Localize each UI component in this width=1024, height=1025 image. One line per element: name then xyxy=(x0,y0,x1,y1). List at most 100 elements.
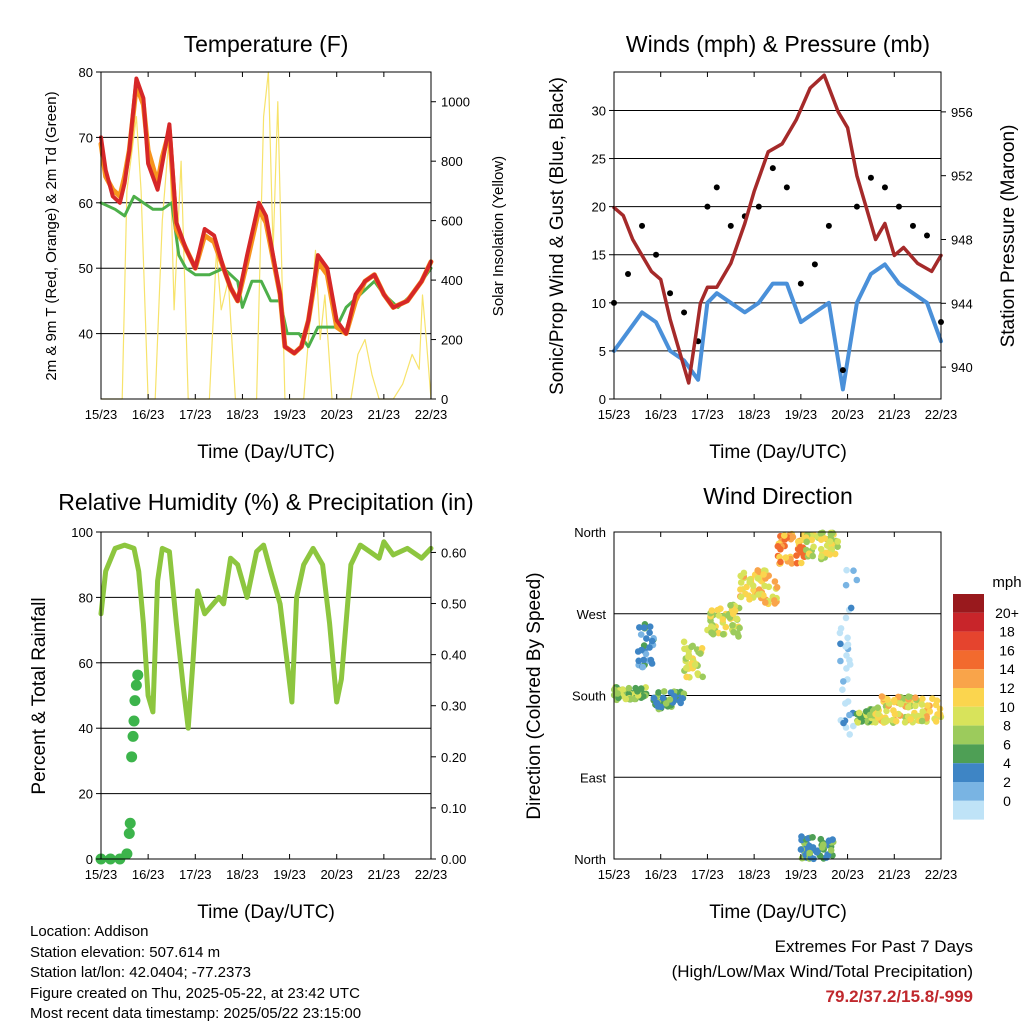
x-tick-label: 15/23 xyxy=(85,867,118,882)
direction-point xyxy=(813,849,821,856)
solar-series xyxy=(100,71,432,400)
gust-point xyxy=(895,203,902,210)
y-tick-label: 50 xyxy=(79,261,93,276)
gust-point xyxy=(625,270,632,277)
legend-label: 16 xyxy=(999,642,1015,658)
wind-direction-title: Wind Direction xyxy=(703,483,853,509)
wind-direction-plot-frame xyxy=(613,531,942,860)
direction-point xyxy=(798,833,805,840)
direction-point xyxy=(834,538,842,545)
direction-point xyxy=(850,567,857,574)
legend-label: 2 xyxy=(1003,774,1011,790)
x-tick-label: 22/23 xyxy=(925,407,958,422)
direction-point xyxy=(919,695,926,703)
direction-point xyxy=(683,664,690,672)
speed-legend-title: mph xyxy=(992,574,1021,591)
y-tick-label: 10 xyxy=(592,296,606,311)
direction-point xyxy=(872,719,879,726)
x-tick-label: 17/23 xyxy=(691,407,724,422)
direction-point xyxy=(731,607,739,615)
direction-point xyxy=(853,576,861,584)
x-tick-label: 19/23 xyxy=(785,407,818,422)
legend-swatch xyxy=(953,800,984,820)
direction-point xyxy=(817,536,825,543)
direction-point xyxy=(839,686,846,693)
x-tick-label: 20/23 xyxy=(831,867,864,882)
direction-point xyxy=(840,678,847,685)
direction-point xyxy=(826,538,834,545)
legend-swatch xyxy=(953,782,984,801)
direction-point xyxy=(901,719,909,726)
y-tick-label: 80 xyxy=(79,65,93,80)
y-tick-label: 30 xyxy=(592,103,606,118)
direction-point xyxy=(717,605,724,612)
x-tick-label: 19/23 xyxy=(273,867,306,882)
legend-swatch xyxy=(953,763,984,782)
legend-swatch xyxy=(953,669,984,688)
y-tick-label: 20 xyxy=(592,200,606,215)
gust-point xyxy=(713,184,720,191)
direction-point xyxy=(646,644,653,651)
gust-point xyxy=(755,203,762,210)
direction-point xyxy=(846,656,853,664)
direction-point xyxy=(659,694,667,702)
direction-point xyxy=(679,695,686,702)
direction-point xyxy=(890,696,898,704)
x-tick-label: 18/23 xyxy=(226,867,259,882)
direction-point xyxy=(918,701,926,708)
direction-point xyxy=(771,597,778,604)
legend-swatch xyxy=(953,744,984,764)
direction-point xyxy=(646,623,654,630)
y-tick-label: 60 xyxy=(79,656,93,671)
x-tick-label: 18/23 xyxy=(738,407,771,422)
direction-point xyxy=(843,652,850,659)
direction-point xyxy=(936,711,944,718)
direction-point xyxy=(842,581,850,589)
gust-point xyxy=(769,165,776,172)
y2-tick-label: 0 xyxy=(441,392,448,407)
direction-point xyxy=(826,551,834,558)
direction-point xyxy=(662,700,670,707)
rh-series xyxy=(98,539,434,731)
direction-point xyxy=(737,579,745,586)
gust-point xyxy=(867,174,874,181)
winds-ylabel: Sonic/Prop Wind & Gust (Blue, Black) xyxy=(547,77,568,395)
y-tick-label: 20 xyxy=(79,787,93,802)
recent-timestamp: Most recent data timestamp: 2025/05/22 2… xyxy=(30,1005,362,1022)
direction-point xyxy=(638,646,645,654)
x-tick-label: 22/23 xyxy=(925,867,958,882)
direction-point xyxy=(924,702,931,709)
winds-plot-frame xyxy=(613,71,942,400)
legend-label: 0 xyxy=(1003,793,1011,809)
x-tick-label: 21/23 xyxy=(368,407,401,422)
legend-swatch xyxy=(953,706,984,726)
direction-point xyxy=(740,569,748,577)
figure-created: Figure created on Thu, 2025-05-22, at 23… xyxy=(30,984,360,1002)
direction-point xyxy=(847,604,855,612)
precip-point xyxy=(123,827,135,839)
direction-tick-label: North xyxy=(574,525,606,540)
direction-point xyxy=(907,716,914,723)
direction-point xyxy=(719,616,727,623)
direction-point xyxy=(637,631,645,638)
x-tick-label: 20/23 xyxy=(320,867,353,882)
direction-point xyxy=(793,552,800,559)
direction-tick-label: South xyxy=(572,689,606,704)
direction-point xyxy=(844,634,851,642)
station-elevation: Station elevation: 507.614 m xyxy=(30,943,221,961)
temperature-title: Temperature (F) xyxy=(184,31,349,57)
legend-label: 10 xyxy=(999,699,1015,715)
direction-point xyxy=(912,694,919,701)
direction-point xyxy=(746,576,754,583)
gust-point xyxy=(825,222,832,229)
x-tick-label: 21/23 xyxy=(368,867,401,882)
y-tick-label: 70 xyxy=(79,130,93,145)
y2-tick-label: 200 xyxy=(441,333,463,348)
direction-point xyxy=(730,628,737,636)
direction-point xyxy=(727,602,734,609)
direction-point xyxy=(882,718,889,726)
pressure-series xyxy=(612,73,943,385)
direction-point xyxy=(919,708,926,715)
direction-point xyxy=(635,657,642,665)
